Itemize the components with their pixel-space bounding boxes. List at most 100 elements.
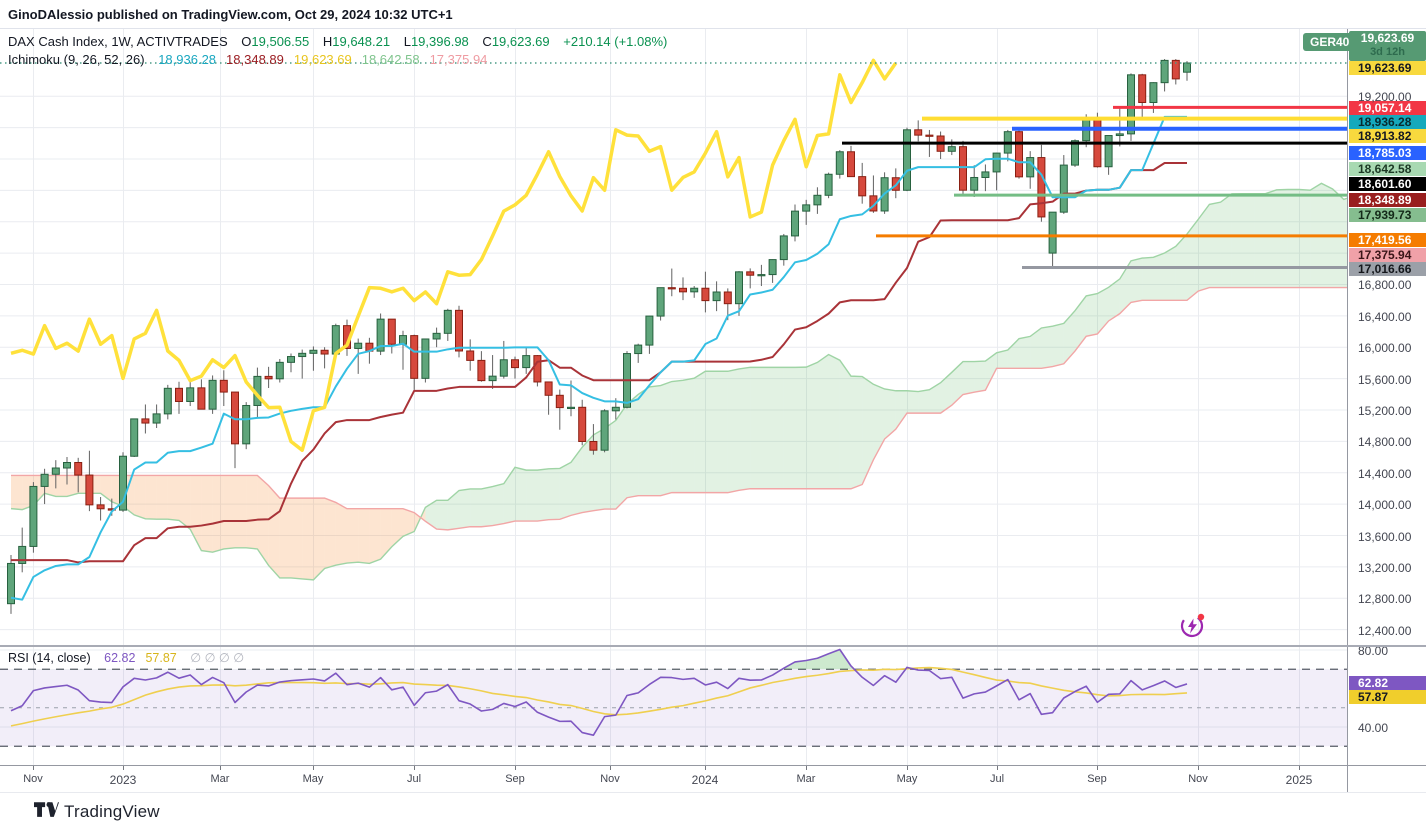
rsi-value: 62.82 xyxy=(104,651,136,665)
price-axis-label: 14,000.00 xyxy=(1358,498,1412,512)
price-axis-label: 15,200.00 xyxy=(1358,404,1412,418)
time-axis-label: Sep xyxy=(1087,773,1107,785)
time-axis-tick xyxy=(123,766,124,770)
symbol-legend-row[interactable]: DAX Cash Index, 1W, ACTIVTRADES O19,506.… xyxy=(8,34,667,49)
price-axis-label: 15,600.00 xyxy=(1358,373,1412,387)
time-axis-label: Jul xyxy=(989,773,1005,785)
price-axis-label: 16,400.00 xyxy=(1358,310,1412,324)
close-label: C xyxy=(482,34,492,49)
rsi-line xyxy=(10,648,1188,736)
publish-header-text: GinoDAlessio published on TradingView.co… xyxy=(8,7,453,22)
price-axis-label: 14,400.00 xyxy=(1358,467,1412,481)
rsi-label: RSI (14, close) xyxy=(8,651,91,665)
ichimoku-value: 18,936.28 xyxy=(158,52,217,67)
time-axis[interactable]: Nov 2023 Mar May Jul Sep Nov 2024 Mar May Jul Sep No… xyxy=(0,765,1426,793)
price-axis-label: 13,200.00 xyxy=(1358,561,1412,575)
price-axis-badge: 17,016.66 xyxy=(1349,262,1426,276)
ichimoku-label: Ichimoku (9, 26, 52, 26) xyxy=(8,52,145,67)
last-price-value: 19,623.69 xyxy=(1360,31,1415,45)
price-level-lines xyxy=(842,105,1347,269)
time-axis-tick xyxy=(1097,766,1098,770)
price-axis-badge: 17,419.56 xyxy=(1349,233,1426,247)
price-axis-label: 19,200.00 xyxy=(1358,90,1412,104)
rsi-legend-row[interactable]: RSI (14, close) 62.82 57.87 ∅ ∅ ∅ ∅ xyxy=(8,650,244,665)
price-axis-badge: 17,939.73 xyxy=(1349,208,1426,222)
kijun-sen-line xyxy=(11,161,1187,564)
open-label: O xyxy=(241,34,252,49)
chart-area[interactable]: DAX Cash Index, 1W, ACTIVTRADES O19,506.… xyxy=(0,29,1426,793)
price-axis-badge: 19,623.69 xyxy=(1349,61,1426,75)
time-axis-tick xyxy=(1299,766,1300,770)
low-value: 19,396.98 xyxy=(410,34,469,49)
price-axis-label: 80.00 xyxy=(1358,644,1389,658)
ichimoku-value: 18,348.89 xyxy=(226,52,284,67)
time-axis-label: 2025 xyxy=(1285,773,1313,787)
price-axis-badge: 18,913.82 xyxy=(1349,129,1426,143)
price-axis-label: 16,800.00 xyxy=(1358,278,1412,292)
time-axis-tick xyxy=(220,766,221,770)
axis-corner-divider xyxy=(1347,766,1348,793)
rsi-hidden-value-icons[interactable]: ∅ ∅ ∅ ∅ xyxy=(190,651,245,665)
time-axis-label: May xyxy=(302,773,324,785)
ichimoku-cloud xyxy=(10,182,1347,581)
symbol-axis-badge[interactable]: GER40 xyxy=(1303,33,1357,51)
price-axis[interactable]: 19,623.69 3d 12h 19,623.69 19,057.14 18,93… xyxy=(1347,29,1426,765)
high-value: 19,648.21 xyxy=(332,34,391,49)
rsi-axis-badge: 62.82 xyxy=(1349,676,1426,690)
time-axis-tick xyxy=(33,766,34,770)
time-axis-tick xyxy=(997,766,998,770)
price-axis-badge: 18,348.89 xyxy=(1349,193,1426,207)
main-chart-svg[interactable] xyxy=(0,29,1347,765)
rsi-axis-badge: 57.87 xyxy=(1349,690,1426,704)
price-axis-badge: 18,601.60 xyxy=(1349,177,1426,191)
time-axis-tick xyxy=(907,766,908,770)
price-axis-label: 40.00 xyxy=(1358,721,1389,735)
price-axis-label: 12,400.00 xyxy=(1358,624,1412,638)
lightning-replay-icon[interactable] xyxy=(1178,610,1208,645)
tradingview-wordmark[interactable]: TradingView xyxy=(64,802,160,821)
ichimoku-legend-row[interactable]: Ichimoku (9, 26, 52, 26) 18,936.28 18,348… xyxy=(8,52,497,67)
low-label: L xyxy=(403,34,411,49)
time-axis-label: Nov xyxy=(1188,773,1208,785)
time-axis-label: Mar xyxy=(210,773,230,785)
tenkan-sen-line xyxy=(10,115,1187,601)
rsi-values: 62.82 57.87 xyxy=(104,651,187,665)
time-axis-tick xyxy=(806,766,807,770)
time-axis-tick xyxy=(515,766,516,770)
time-axis-label: May xyxy=(896,773,918,785)
time-axis-label: Sep xyxy=(505,773,525,785)
ichimoku-value: 18,642.58 xyxy=(361,52,420,67)
close-value: 19,623.69 xyxy=(491,34,550,49)
ichimoku-values: 18,936.28 18,348.89 19,623.69 18,642.58 17,3… xyxy=(158,52,497,67)
price-axis-label: 16,000.00 xyxy=(1358,341,1412,355)
time-axis-tick xyxy=(705,766,706,770)
price-axis-badge: 18,785.03 xyxy=(1349,146,1426,160)
price-axis-label: 14,800.00 xyxy=(1358,435,1412,449)
symbol-axis-badge-label: GER40 xyxy=(1310,35,1350,49)
rsi-pane xyxy=(0,648,1347,747)
time-axis-tick xyxy=(610,766,611,770)
time-axis-label: Mar xyxy=(796,773,816,785)
time-axis-tick xyxy=(1198,766,1199,770)
rsi-ma-line xyxy=(10,666,1188,727)
bar-countdown: 3d 12h xyxy=(1370,46,1405,58)
time-axis-tick xyxy=(414,766,415,770)
time-axis-label: Jul xyxy=(406,773,422,785)
price-axis-badge: 19,057.14 xyxy=(1349,101,1426,115)
open-value: 19,506.55 xyxy=(251,34,310,49)
symbol-title: DAX Cash Index, 1W, ACTIVTRADES xyxy=(8,34,228,49)
ichimoku-value: 19,623.69 xyxy=(293,52,352,67)
price-axis-badge: 18,936.28 xyxy=(1349,115,1426,129)
time-axis-tick xyxy=(313,766,314,770)
time-axis-label: 2024 xyxy=(691,773,719,787)
pane-separator[interactable] xyxy=(0,645,1426,647)
change-value: +210.14 (+1.08%) xyxy=(563,34,668,49)
last-price-axis-cell: 19,623.69 3d 12h xyxy=(1349,31,1426,61)
tradingview-logo-icon[interactable] xyxy=(34,802,59,827)
high-label: H xyxy=(322,34,333,49)
time-axis-label: Nov xyxy=(600,773,620,785)
price-axis-badge: 18,642.58 xyxy=(1349,162,1426,176)
price-axis-label: 12,800.00 xyxy=(1358,592,1412,606)
footer-bar: TradingView xyxy=(0,792,1426,830)
